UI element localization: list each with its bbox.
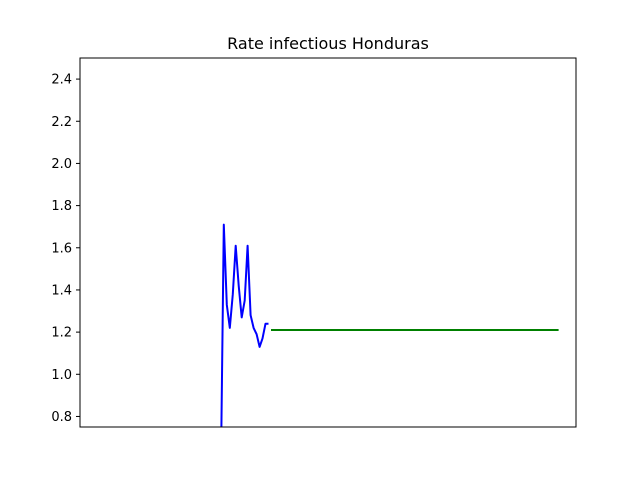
series-layer <box>220 223 559 427</box>
y-tick-label: 1.4 <box>51 283 72 298</box>
y-tick-label: 1.8 <box>51 199 72 214</box>
y-tick-label: 1.0 <box>51 368 72 383</box>
y-tick-label: 2.2 <box>51 115 72 130</box>
y-tick-label: 2.0 <box>51 157 72 172</box>
y-tick-label: 2.4 <box>51 73 72 88</box>
chart-title: Rate infectious Honduras <box>227 34 429 53</box>
plot-area-frame <box>79 57 577 428</box>
y-tick-label: 1.2 <box>51 326 72 341</box>
y-axis: 0.8 1.0 1.2 1.4 1.6 1.8 2.0 2.2 2.4 <box>51 73 80 425</box>
y-tick-label: 1.6 <box>51 241 72 256</box>
y-tick-label: 0.8 <box>51 410 72 425</box>
series-line-1 <box>220 223 269 427</box>
